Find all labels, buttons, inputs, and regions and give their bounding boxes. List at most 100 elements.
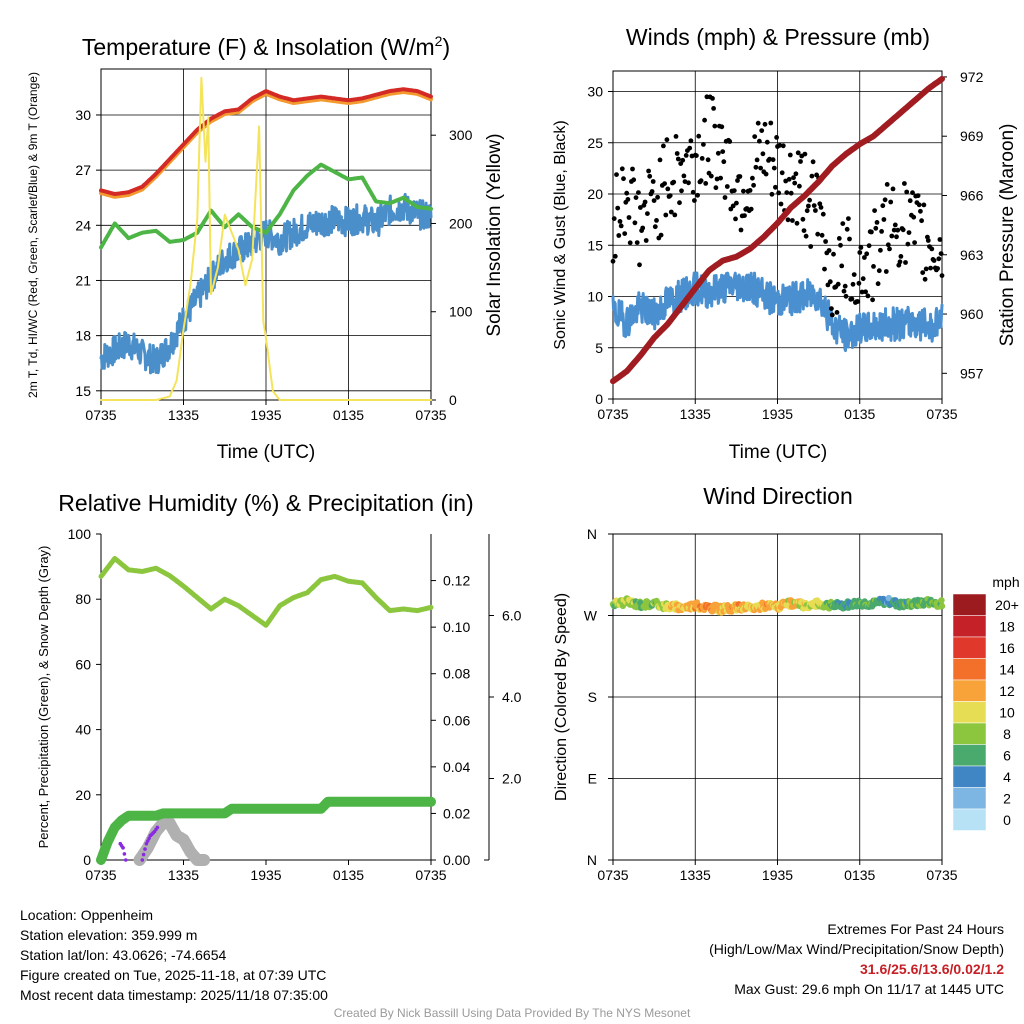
colorbar-swatch: [952, 679, 987, 702]
gust-point: [675, 156, 681, 162]
gust-point: [674, 151, 680, 156]
gust-point: [910, 190, 915, 196]
gust-point: [673, 134, 679, 139]
gust-point: [737, 174, 743, 179]
gust-point: [931, 258, 937, 263]
gust-point: [928, 265, 933, 271]
gust-point: [842, 283, 848, 289]
gust-point: [731, 188, 737, 194]
gust-point: [785, 217, 791, 223]
solar-y-tick-label: 100: [449, 304, 473, 320]
gust-point: [612, 253, 618, 259]
gust-point: [769, 191, 775, 197]
wind-panel-title: Winds (mph) & Pressure (mb): [626, 24, 930, 50]
gust-point: [696, 133, 702, 139]
gust-point: [750, 175, 755, 181]
extremes-summary: Extremes For Past 24 Hours (High/Low/Max…: [709, 919, 1004, 999]
snow-y-tick-label: 2.0: [502, 771, 522, 787]
colorbar-label: 18: [999, 618, 1015, 634]
rh-y-tick-label: 20: [75, 787, 91, 803]
gust-point: [763, 171, 769, 177]
gust-point: [916, 202, 922, 208]
gust-point: [890, 186, 896, 192]
gust-point: [657, 157, 663, 163]
station-info: Location: Oppenheim Station elevation: 3…: [20, 905, 328, 1005]
gust-point: [810, 159, 816, 165]
gust-point: [667, 193, 673, 199]
gust-point: [699, 156, 705, 161]
gust-point: [638, 205, 643, 210]
gust-point: [721, 159, 727, 165]
relative-humidity-line: [98, 556, 434, 628]
gust-point: [840, 221, 846, 227]
gust-point: [649, 189, 655, 194]
gust-point: [614, 172, 619, 178]
gust-point: [778, 201, 784, 207]
gust-point: [887, 246, 892, 252]
gust-point: [906, 230, 912, 236]
solar-axis-label: Solar Insolation (Yellow): [484, 133, 505, 336]
purple-point: [122, 852, 127, 856]
gust-point: [784, 190, 790, 196]
gust-point: [851, 272, 857, 277]
gust-point: [883, 269, 889, 274]
gust-point: [646, 168, 651, 174]
gust-point: [636, 190, 641, 196]
gust-point: [780, 143, 786, 149]
colorbar-swatch: [952, 722, 987, 745]
gust-point: [897, 259, 903, 265]
station-location: Location: Oppenheim: [20, 907, 154, 923]
dewpoint-line: [99, 162, 433, 250]
gust-point: [907, 198, 913, 204]
gust-point: [730, 203, 736, 209]
gust-point: [690, 189, 696, 195]
gust-point: [802, 151, 808, 157]
gust-point: [869, 229, 874, 235]
gust-point: [929, 246, 935, 252]
gust-point: [748, 206, 754, 212]
gust-point: [806, 203, 811, 209]
gust-point: [634, 240, 640, 246]
rh-x-label: 0735: [415, 867, 446, 883]
gust-point: [632, 220, 638, 226]
gust-point: [808, 244, 814, 249]
solar-y-tick-label: 0: [449, 392, 457, 408]
gust-point: [875, 281, 881, 287]
rh-panel-title: Relative Humidity (%) & Precipitation (i…: [58, 490, 473, 516]
gust-point: [819, 232, 825, 238]
gust-point: [711, 106, 716, 111]
rh-y-tick-label: 40: [75, 722, 91, 738]
gust-point: [616, 233, 622, 238]
wind-x-axis-label: Time (UTC): [729, 442, 828, 463]
gust-point: [633, 195, 639, 201]
wind-x-label: 1935: [762, 406, 793, 422]
gust-point: [888, 199, 894, 205]
direction-y-tick-label: E: [588, 771, 597, 787]
direction-y-axis-label: Direction (Colored By Speed): [553, 593, 570, 801]
gust-point: [792, 180, 798, 186]
rh-y-tick-label: 0: [83, 852, 91, 868]
gust-point: [651, 198, 657, 204]
temp-y-tick-label: 18: [75, 328, 91, 344]
gust-point: [615, 205, 621, 211]
gust-point: [939, 273, 945, 278]
pressure-y-tick-label: 963: [960, 247, 984, 263]
gust-point: [938, 251, 944, 256]
gust-point: [610, 258, 616, 264]
nine-m-temp-line: [99, 192, 433, 375]
temp-y-tick-label: 15: [75, 383, 91, 399]
rh-y-tick-label: 100: [68, 526, 92, 542]
gust-point: [611, 216, 617, 222]
gust-point: [768, 120, 774, 126]
precipitation-line: [96, 796, 436, 865]
gust-point: [727, 139, 733, 144]
direction-point: [938, 602, 946, 610]
gust-point: [698, 178, 704, 184]
gust-point: [621, 176, 626, 182]
wind-y-axis-label: Sonic Wind & Gust (Blue, Black): [552, 120, 569, 349]
gust-point: [820, 211, 826, 217]
gust-point: [860, 276, 866, 282]
gust-point: [937, 237, 943, 242]
gust-point: [701, 142, 706, 147]
colorbar-swatch: [952, 658, 987, 681]
